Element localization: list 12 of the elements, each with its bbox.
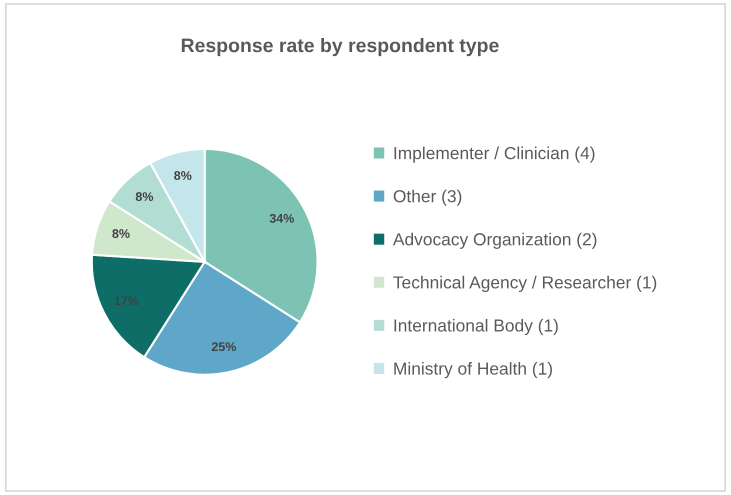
legend-label: International Body (1): [394, 318, 558, 336]
data-label: 8%: [112, 229, 130, 238]
data-label: 8%: [136, 192, 154, 202]
data-label: 8%: [174, 171, 192, 180]
legend-label: Technical Agency / Researcher (1): [393, 276, 656, 292]
legend-label: Ministry of Health (1): [394, 362, 552, 378]
legend-label: Other (3): [394, 190, 462, 206]
data-label: 25%: [212, 342, 236, 352]
legend-label: Implementer / Clinician (4): [394, 146, 594, 163]
legend-label: Advocacy Organization (2): [392, 232, 596, 249]
chart-title: Response rate by respondent type: [182, 38, 499, 56]
data-label: 34%: [270, 214, 294, 223]
